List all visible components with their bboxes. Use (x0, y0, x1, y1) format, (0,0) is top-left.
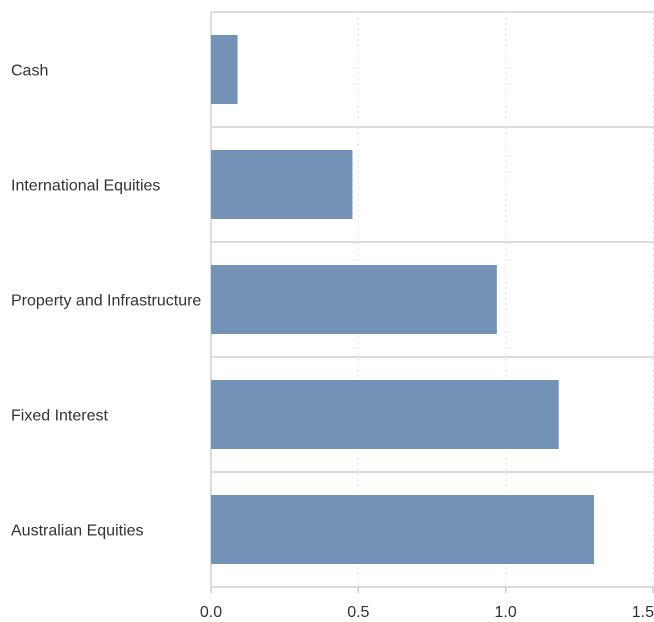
category-label-3: Fixed Interest (11, 408, 108, 425)
category-label-2: Property and Infrastructure (11, 293, 201, 310)
category-label-4: Australian Equities (11, 523, 144, 540)
category-label-0: Cash (11, 63, 48, 80)
x-tick-label-0: 0.0 (200, 604, 222, 621)
bar-0 (211, 35, 238, 104)
bar-4 (211, 495, 595, 564)
bar-layer (211, 35, 595, 564)
x-tick-label-2: 1.0 (495, 604, 517, 621)
tick-layer: 0.0 0.5 1.0 1.5 (200, 587, 654, 621)
x-tick-label-1: 0.5 (347, 604, 369, 621)
category-label-1: International Equities (11, 178, 160, 195)
bar-2 (211, 265, 497, 334)
bar-1 (211, 150, 353, 219)
bar-3 (211, 380, 559, 449)
label-layer: Cash International Equities Property and I… (11, 63, 201, 540)
x-tick-label-3: 1.5 (632, 604, 654, 621)
